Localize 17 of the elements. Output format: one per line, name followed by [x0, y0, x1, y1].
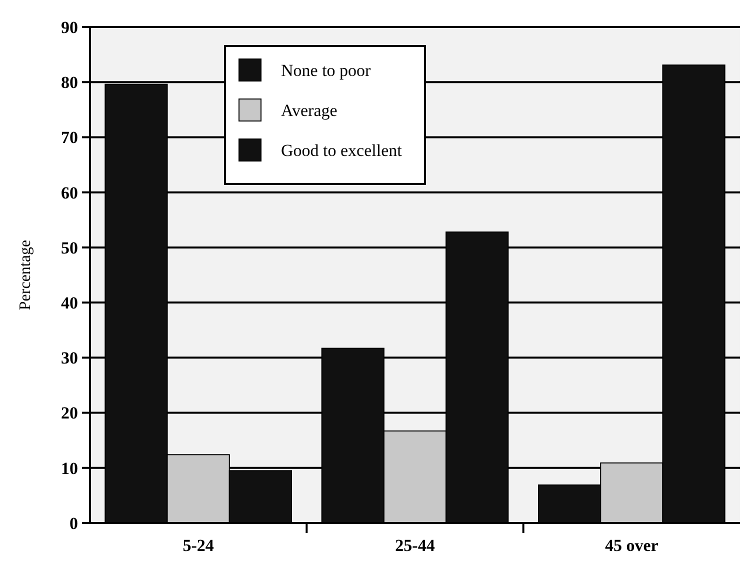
y-axis-title: Percentage: [17, 240, 34, 310]
y-tick-label: 80: [61, 73, 78, 92]
legend-label: Good to excellent: [281, 140, 402, 160]
y-tick-label: 90: [61, 18, 78, 37]
x-tick-label: 5-24: [182, 536, 214, 555]
y-tick-label: 40: [61, 294, 78, 313]
x-tick-label: 25-44: [395, 536, 436, 555]
legend-label: None to poor: [281, 60, 372, 80]
legend-label: Average: [281, 100, 338, 120]
y-tick-label: 50: [61, 238, 78, 258]
y-tick-label: 0: [70, 514, 78, 533]
y-tick-label: 60: [61, 183, 78, 202]
x-tick-label: 45 over: [604, 536, 659, 555]
y-tick-label: 30: [61, 348, 78, 368]
y-tick-label: 10: [61, 458, 78, 478]
y-tick-label: 20: [61, 404, 78, 423]
y-tick-label: 70: [61, 128, 78, 148]
